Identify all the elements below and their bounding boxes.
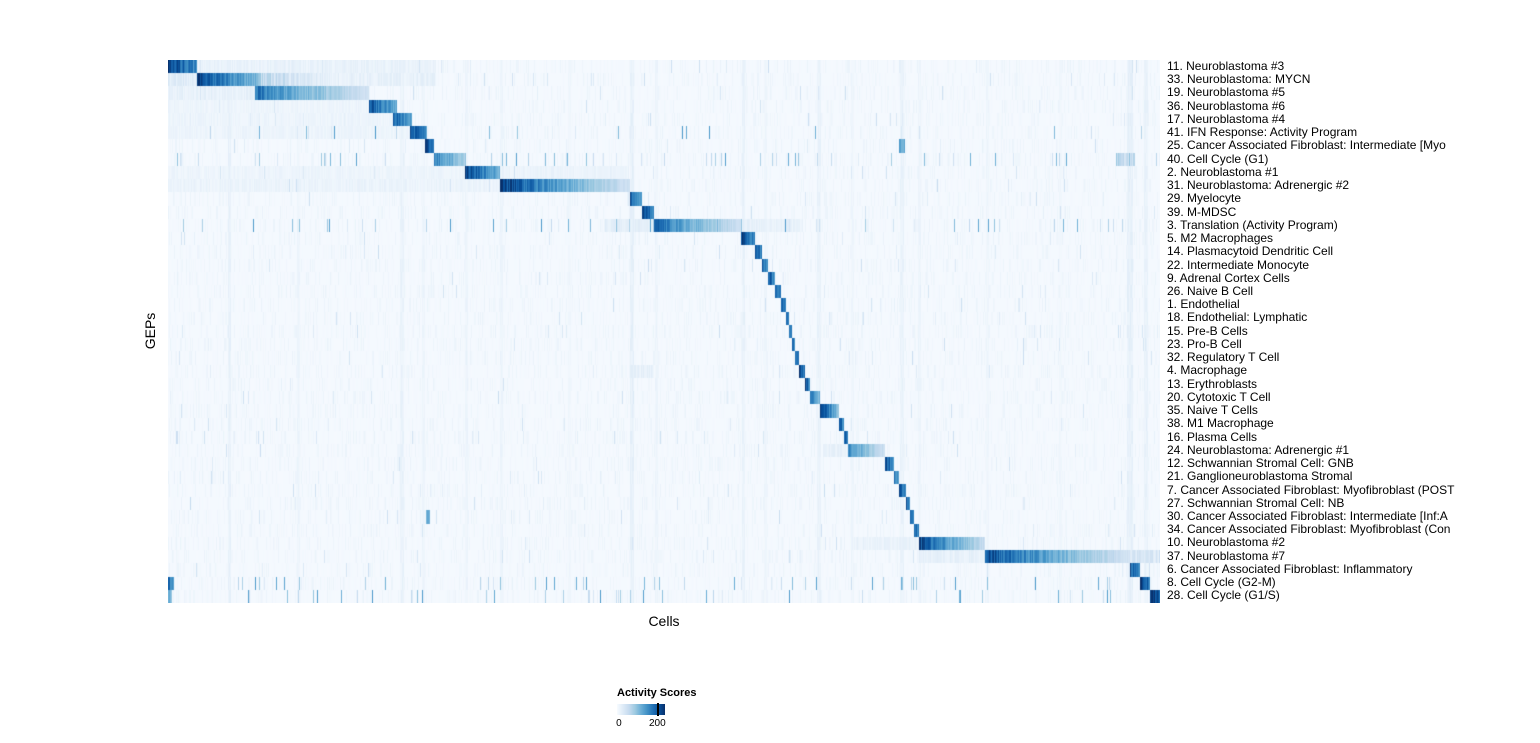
row-label: 29. Myelocyte [1167, 191, 1242, 206]
row-label: 37. Neuroblastoma #7 [1167, 548, 1286, 563]
row-label: 30. Cancer Associated Fibroblast: Interm… [1167, 508, 1448, 523]
row-label: 17. Neuroblastoma #4 [1167, 111, 1286, 126]
row-label: 6. Cancer Associated Fibroblast: Inflamm… [1167, 561, 1413, 576]
row-label: 12. Schwannian Stromal Cell: GNB [1167, 456, 1354, 471]
row-label: 34. Cancer Associated Fibroblast: Myofib… [1167, 522, 1451, 537]
row-label: 31. Neuroblastoma: Adrenergic #2 [1167, 178, 1350, 193]
legend-tick-max: 200 [648, 718, 666, 729]
row-label: 27. Schwannian Stromal Cell: NB [1167, 495, 1345, 510]
row-label: 14. Plasmacytoid Dendritic Cell [1167, 244, 1334, 259]
row-label: 24. Neuroblastoma: Adrenergic #1 [1167, 442, 1350, 457]
legend-colorbar [617, 703, 665, 716]
row-label: 20. Cytotoxic T Cell [1167, 389, 1271, 404]
row-label: 5. M2 Macrophages [1167, 231, 1274, 246]
row-label: 38. M1 Macrophage [1167, 416, 1274, 431]
row-label: 23. Pro-B Cell [1167, 336, 1242, 351]
row-label: 10. Neuroblastoma #2 [1167, 535, 1286, 550]
legend-title: Activity Scores [617, 687, 697, 699]
row-label: 41. IFN Response: Activity Program [1167, 125, 1358, 140]
legend: Activity Scores 0 200 [616, 687, 757, 730]
row-label: 16. Plasma Cells [1167, 429, 1258, 444]
gep-row-labels: 11. Neuroblastoma #3 33. Neuroblastoma: M… [1167, 59, 1455, 603]
row-label: 36. Neuroblastoma #6 [1167, 98, 1286, 113]
row-label: 19. Neuroblastoma #5 [1167, 85, 1286, 100]
row-label: 28. Cell Cycle (G1/S) [1167, 588, 1280, 603]
legend-tick-labels: 0 200 [616, 718, 666, 730]
row-label: 35. Naive T Cells [1167, 403, 1258, 418]
row-label: 9. Adrenal Cortex Cells [1167, 270, 1290, 285]
row-label: 4. Macrophage [1167, 363, 1248, 378]
row-label: 25. Cancer Associated Fibroblast: Interm… [1167, 138, 1446, 153]
row-label: 33. Neuroblastoma: MYCN [1167, 72, 1311, 87]
row-label: 3. Translation (Activity Program) [1167, 217, 1338, 232]
row-label: 7. Cancer Associated Fibroblast: Myofibr… [1167, 482, 1455, 497]
row-label: 13. Erythroblasts [1167, 376, 1258, 391]
row-label: 40. Cell Cycle (G1) [1167, 151, 1269, 166]
row-label: 8. Cell Cycle (G2-M) [1167, 575, 1276, 590]
row-label: 39. M-MDSC [1167, 204, 1237, 219]
row-label: 21. Ganglioneuroblastoma Stromal [1167, 469, 1353, 484]
legend-max-marker [657, 703, 660, 716]
row-label: 32. Regulatory T Cell [1167, 350, 1280, 365]
row-label: 15. Pre-B Cells [1167, 323, 1248, 338]
row-label: 22. Intermediate Monocyte [1167, 257, 1310, 272]
row-label: 26. Naive B Cell [1167, 283, 1254, 298]
y-axis-label: GEPs [142, 312, 158, 350]
legend-tick-min: 0 [616, 718, 622, 729]
heatmap-canvas [168, 60, 1160, 603]
row-label: 18. Endothelial: Lymphatic [1167, 310, 1308, 325]
row-label: 2. Neuroblastoma #1 [1167, 164, 1279, 179]
x-axis-label: Cells [648, 613, 680, 629]
row-label: 11. Neuroblastoma #3 [1167, 59, 1285, 73]
row-label: 1. Endothelial [1167, 297, 1240, 312]
